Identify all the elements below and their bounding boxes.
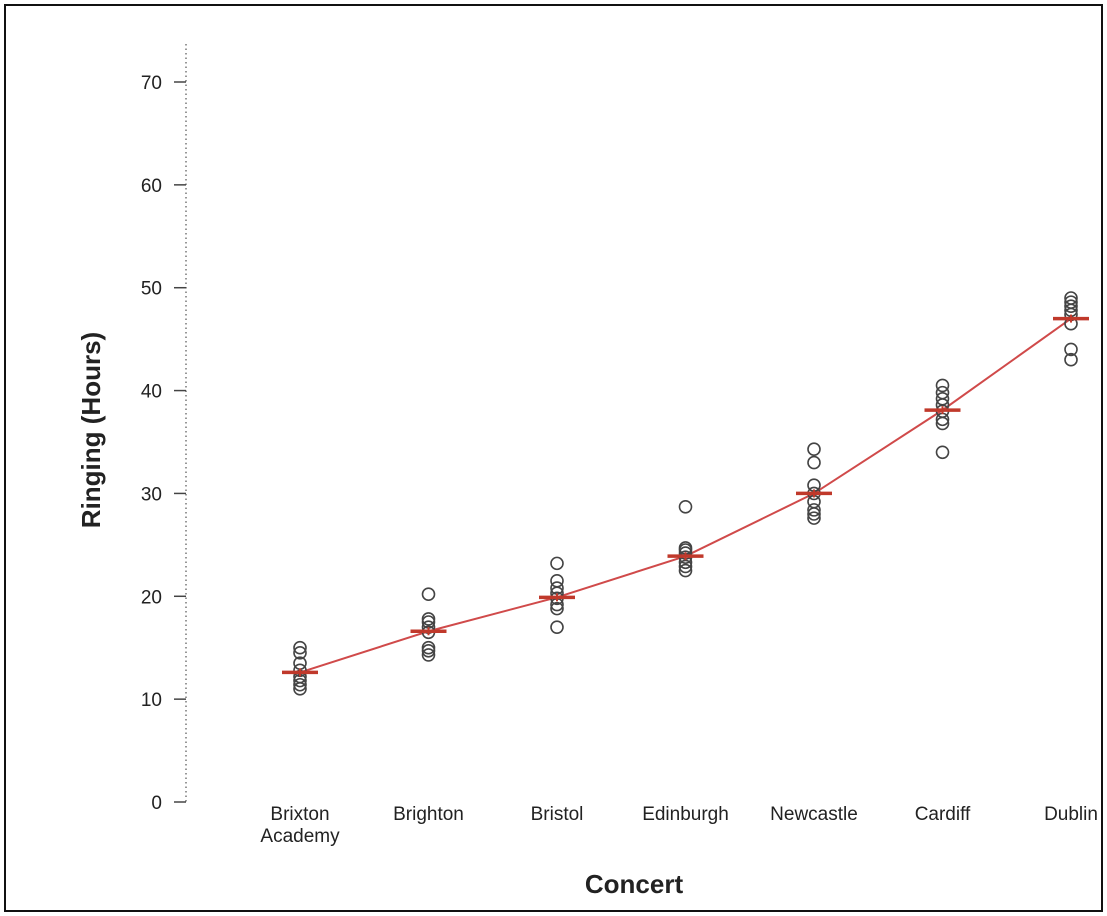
data-point [550, 574, 564, 588]
y-tick-label: 10 [141, 690, 162, 711]
mean-markers [282, 314, 1089, 677]
data-point [293, 640, 307, 655]
x-category-label: Edinburgh [642, 804, 729, 825]
y-tick-label: 50 [141, 279, 162, 300]
data-point [550, 601, 564, 616]
data-point [550, 556, 564, 571]
data-point [678, 563, 693, 578]
x-category-label: Dublin [1044, 804, 1098, 825]
data-point [293, 646, 307, 660]
x-category-label: Brixton [270, 804, 329, 825]
data-point [807, 455, 821, 470]
x-category-label: Brighton [393, 804, 464, 825]
x-category-label: Bristol [531, 804, 584, 825]
data-point [678, 559, 693, 574]
y-axis-title: Ringing (Hours) [76, 332, 106, 528]
y-tick-label: 40 [141, 382, 162, 403]
data-point [1064, 342, 1078, 357]
data-point [935, 385, 950, 400]
y-tick-label: 20 [141, 587, 162, 608]
data-point [807, 478, 821, 493]
mean-trend-line [299, 317, 1072, 674]
data-point [421, 587, 436, 602]
data-point [421, 648, 436, 662]
x-axis-title: Concert [585, 869, 684, 899]
data-point [935, 378, 950, 393]
y-tick-label: 30 [141, 484, 162, 505]
x-category-label: Newcastle [770, 804, 858, 825]
data-point [421, 612, 436, 626]
y-tick-label: 0 [151, 793, 162, 814]
mean-line-path [299, 317, 1072, 674]
data-point [678, 499, 693, 514]
x-category-label: Cardiff [915, 804, 971, 825]
data-point [1064, 291, 1078, 305]
data-point [550, 620, 564, 634]
data-points [293, 291, 1078, 696]
y-axis: 0 10 20 30 40 50 60 70 [141, 44, 187, 814]
chart-frame [4, 4, 1103, 912]
data-point [935, 445, 950, 460]
data-point [807, 511, 821, 525]
y-tick-label: 70 [141, 73, 162, 94]
y-tick-label: 60 [141, 176, 162, 197]
data-point [1064, 295, 1078, 309]
data-point [1064, 352, 1078, 367]
data-point [935, 391, 950, 406]
data-point [421, 640, 436, 655]
data-point [293, 677, 307, 692]
x-category-label: Academy [260, 826, 340, 847]
data-point [807, 503, 821, 517]
data-point [1064, 299, 1078, 314]
data-point [807, 442, 821, 457]
